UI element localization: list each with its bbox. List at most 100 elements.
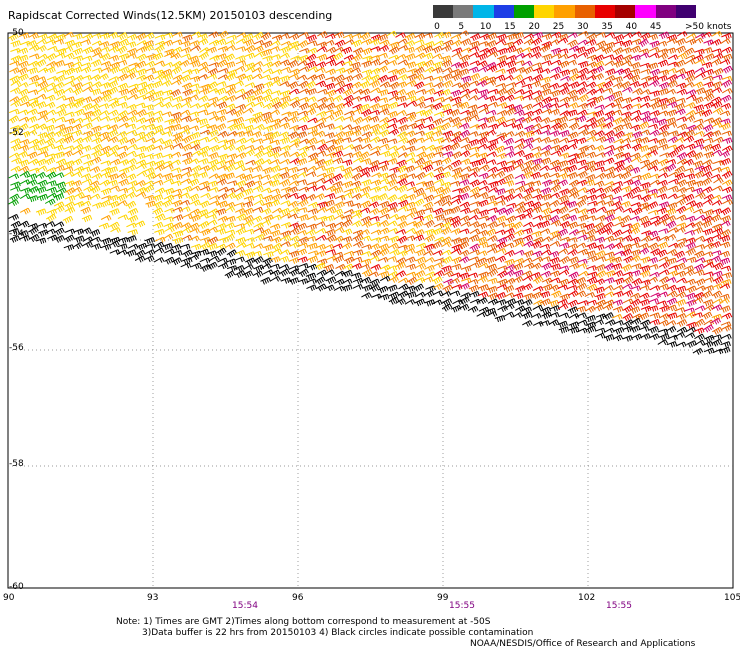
wind-barb xyxy=(451,237,462,245)
wind-barb xyxy=(163,194,175,202)
wind-barb xyxy=(603,194,614,201)
wind-barb xyxy=(71,180,82,187)
wind-barb xyxy=(288,265,300,271)
wind-barb xyxy=(235,227,247,236)
wind-barb xyxy=(568,256,579,264)
wind-barb xyxy=(566,143,578,150)
wind-barb xyxy=(307,242,318,250)
wind-barb xyxy=(209,55,220,62)
wind-barb xyxy=(216,81,227,87)
wind-barb xyxy=(198,158,209,165)
wind-barb xyxy=(694,87,706,95)
wind-barb xyxy=(360,137,371,144)
wind-barb xyxy=(360,215,372,224)
wind-barb xyxy=(206,110,217,117)
wind-barb xyxy=(244,237,255,243)
wind-barb xyxy=(307,102,319,111)
wind-barb xyxy=(415,291,426,298)
wind-barb xyxy=(407,73,418,82)
wind-barb xyxy=(298,138,310,145)
wind-barb xyxy=(225,95,237,102)
wind-barb xyxy=(478,215,490,222)
wind-barb xyxy=(289,241,301,249)
wind-barb xyxy=(36,165,48,172)
wind-barb xyxy=(379,39,390,47)
wind-barb xyxy=(27,195,39,203)
wind-barb xyxy=(117,243,128,250)
wind-barb xyxy=(685,237,696,244)
wind-barb xyxy=(657,172,669,179)
wind-barb xyxy=(405,291,417,299)
wind-barb xyxy=(226,130,238,137)
wind-barb xyxy=(359,103,371,112)
wind-barb xyxy=(19,179,31,185)
wind-barb xyxy=(505,45,517,54)
wind-barb xyxy=(631,38,642,46)
wind-barb xyxy=(8,173,20,180)
wind-barb xyxy=(136,170,148,177)
wind-barb xyxy=(719,250,731,258)
wind-barb xyxy=(287,59,299,68)
wind-barb xyxy=(675,198,687,206)
wind-barb xyxy=(703,93,715,102)
wind-barb xyxy=(585,151,597,159)
wind-barb xyxy=(665,117,676,125)
wind-barb xyxy=(586,207,597,215)
wind-barb xyxy=(179,129,191,135)
wind-barb xyxy=(630,292,641,300)
wind-barb xyxy=(152,221,164,229)
wind-barb xyxy=(577,194,589,202)
wind-barb xyxy=(271,69,283,75)
wind-barb xyxy=(306,278,317,285)
wind-barb xyxy=(640,110,651,118)
wind-barb xyxy=(162,233,174,240)
wind-barb xyxy=(450,215,461,224)
wind-barb xyxy=(505,215,517,224)
wind-barb xyxy=(586,54,598,62)
wind-barb xyxy=(685,94,697,101)
wind-barb xyxy=(512,237,524,245)
wind-barb xyxy=(215,115,227,123)
wind-barb xyxy=(684,69,696,77)
wind-barb xyxy=(685,89,697,97)
wind-barb xyxy=(64,206,76,214)
wind-barb xyxy=(710,255,721,263)
wind-barb xyxy=(414,137,425,144)
wind-barb xyxy=(189,83,200,90)
wind-barb xyxy=(72,137,84,145)
wind-barb xyxy=(370,136,381,144)
wind-barb xyxy=(639,188,650,194)
wind-barb xyxy=(397,116,408,125)
wind-barb xyxy=(593,60,605,69)
wind-barb xyxy=(307,125,318,133)
wind-barb xyxy=(503,311,515,318)
wind-barb xyxy=(487,138,499,146)
wind-barb xyxy=(686,285,697,294)
wind-barb xyxy=(432,262,443,269)
wind-barb xyxy=(676,214,687,222)
wind-barb xyxy=(29,53,40,60)
wind-barb xyxy=(675,341,687,348)
wind-barb xyxy=(720,229,732,238)
wind-barb xyxy=(531,230,542,238)
wind-barb xyxy=(559,213,571,222)
wind-barb xyxy=(144,249,156,256)
wind-barb xyxy=(125,200,137,209)
wind-barb xyxy=(604,262,615,272)
wind-barb xyxy=(332,208,344,216)
wind-barb xyxy=(674,165,686,174)
wind-barb xyxy=(28,100,40,109)
wind-barb xyxy=(53,38,64,45)
wind-barb xyxy=(468,51,480,58)
wind-barb xyxy=(80,66,92,74)
wind-barb xyxy=(605,256,616,264)
wind-barb xyxy=(541,214,552,221)
wind-barb xyxy=(64,195,76,202)
wind-barb xyxy=(46,180,57,187)
wind-barb xyxy=(298,214,309,222)
wind-barb xyxy=(530,80,542,88)
wind-barb xyxy=(163,95,174,102)
wind-barb xyxy=(53,144,65,152)
wind-barb xyxy=(549,240,561,247)
wind-barb xyxy=(569,73,580,82)
